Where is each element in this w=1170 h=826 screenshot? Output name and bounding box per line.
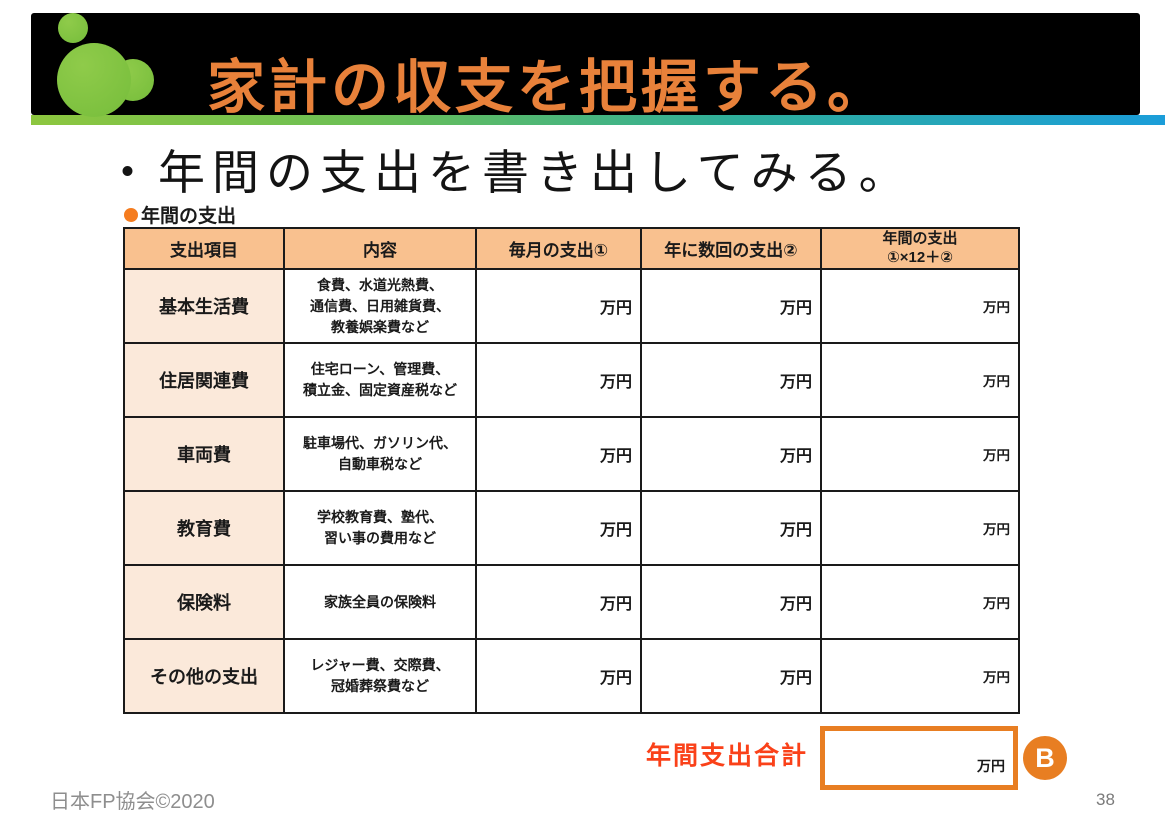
table-row: 基本生活費 食費、水道光熱費、 通信費、日用雑貨費、 教養娯楽費など 万円 万円…	[123, 268, 1020, 344]
annual-amount-cell: 万円	[820, 416, 1020, 492]
annual-amount-cell: 万円	[820, 342, 1020, 418]
few-times-amount-cell: 万円	[640, 342, 822, 418]
col-header-few-times: 年に数回の支出②	[640, 227, 822, 270]
few-times-amount-cell: 万円	[640, 564, 822, 640]
annual-amount-cell: 万円	[820, 564, 1020, 640]
annual-total-box: 万円	[820, 726, 1018, 790]
table-row: 保険料 家族全員の保険料 万円 万円 万円	[123, 564, 1020, 640]
col-header-description: 内容	[283, 227, 477, 270]
table-header-row: 支出項目 内容 毎月の支出① 年に数回の支出② 年間の支出 ①×12＋②	[123, 227, 1020, 270]
expense-item: 住居関連費	[123, 342, 285, 418]
expense-item: その他の支出	[123, 638, 285, 714]
few-times-amount-cell: 万円	[640, 638, 822, 714]
annual-total-label: 年間支出合計	[646, 742, 809, 770]
table-caption-label: 年間の支出	[141, 206, 237, 227]
logo-blob-small-icon	[58, 13, 88, 43]
monthly-amount-cell: 万円	[475, 490, 642, 566]
badge-b-icon: B	[1023, 736, 1067, 780]
footer-credit: 日本FP協会©2020	[50, 791, 215, 813]
expense-description: 家族全員の保険料	[283, 564, 477, 640]
expense-description: 学校教育費、塾代、 習い事の費用など	[283, 490, 477, 566]
expense-item: 保険料	[123, 564, 285, 640]
monthly-amount-cell: 万円	[475, 564, 642, 640]
expense-description: 住宅ローン、管理費、 積立金、固定資産税など	[283, 342, 477, 418]
table-row: 教育費 学校教育費、塾代、 習い事の費用など 万円 万円 万円	[123, 490, 1020, 566]
subtitle: ・年間の支出を書き出してみる。	[104, 146, 913, 199]
annual-amount-cell: 万円	[820, 490, 1020, 566]
few-times-amount-cell: 万円	[640, 416, 822, 492]
slide-title: 家計の収支を把握する。	[207, 55, 890, 120]
orange-bullet-icon	[124, 207, 138, 222]
table-row: 住居関連費 住宅ローン、管理費、 積立金、固定資産税など 万円 万円 万円	[123, 342, 1020, 418]
table-row: その他の支出 レジャー費、交際費、 冠婚葬祭費など 万円 万円 万円	[123, 638, 1020, 714]
logo-blob-big-icon	[57, 43, 131, 117]
col-header-monthly: 毎月の支出①	[475, 227, 642, 270]
expense-item: 車両費	[123, 416, 285, 492]
title-banner: 家計の収支を把握する。	[31, 13, 1140, 120]
table-row: 車両費 駐車場代、ガソリン代、 自動車税など 万円 万円 万円	[123, 416, 1020, 492]
monthly-amount-cell: 万円	[475, 342, 642, 418]
annual-amount-cell: 万円	[820, 638, 1020, 714]
few-times-amount-cell: 万円	[640, 268, 822, 344]
annual-amount-cell: 万円	[820, 268, 1020, 344]
expense-item: 基本生活費	[123, 268, 285, 344]
monthly-amount-cell: 万円	[475, 268, 642, 344]
col-header-annual: 年間の支出 ①×12＋②	[820, 227, 1020, 270]
monthly-amount-cell: 万円	[475, 638, 642, 714]
annual-expense-table: 支出項目 内容 毎月の支出① 年に数回の支出② 年間の支出 ①×12＋② 基本生…	[123, 227, 1020, 714]
gradient-strip	[31, 115, 1165, 125]
annual-total-unit: 万円	[977, 758, 1005, 774]
few-times-amount-cell: 万円	[640, 490, 822, 566]
expense-item: 教育費	[123, 490, 285, 566]
expense-description: レジャー費、交際費、 冠婚葬祭費など	[283, 638, 477, 714]
expense-description: 食費、水道光熱費、 通信費、日用雑貨費、 教養娯楽費など	[283, 268, 477, 344]
monthly-amount-cell: 万円	[475, 416, 642, 492]
page-number: 38	[1096, 790, 1115, 809]
expense-description: 駐車場代、ガソリン代、 自動車税など	[283, 416, 477, 492]
col-header-expense-item: 支出項目	[123, 227, 285, 270]
